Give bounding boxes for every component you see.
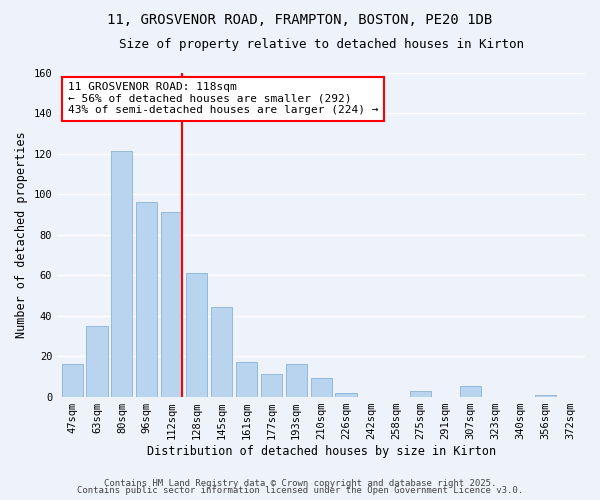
- Bar: [62, 364, 83, 396]
- Y-axis label: Number of detached properties: Number of detached properties: [15, 131, 28, 338]
- Bar: [86, 326, 107, 396]
- Bar: [410, 390, 431, 396]
- Bar: [136, 202, 157, 396]
- Bar: [211, 308, 232, 396]
- Text: 11 GROSVENOR ROAD: 118sqm
← 56% of detached houses are smaller (292)
43% of semi: 11 GROSVENOR ROAD: 118sqm ← 56% of detac…: [68, 82, 378, 116]
- Title: Size of property relative to detached houses in Kirton: Size of property relative to detached ho…: [119, 38, 524, 51]
- Bar: [112, 152, 133, 396]
- Bar: [261, 374, 282, 396]
- Bar: [335, 392, 356, 396]
- X-axis label: Distribution of detached houses by size in Kirton: Distribution of detached houses by size …: [146, 444, 496, 458]
- Bar: [535, 394, 556, 396]
- Bar: [460, 386, 481, 396]
- Bar: [161, 212, 182, 396]
- Text: Contains HM Land Registry data © Crown copyright and database right 2025.: Contains HM Land Registry data © Crown c…: [104, 478, 496, 488]
- Bar: [236, 362, 257, 396]
- Text: 11, GROSVENOR ROAD, FRAMPTON, BOSTON, PE20 1DB: 11, GROSVENOR ROAD, FRAMPTON, BOSTON, PE…: [107, 12, 493, 26]
- Bar: [186, 273, 207, 396]
- Text: Contains public sector information licensed under the Open Government Licence v3: Contains public sector information licen…: [77, 486, 523, 495]
- Bar: [311, 378, 332, 396]
- Bar: [286, 364, 307, 396]
